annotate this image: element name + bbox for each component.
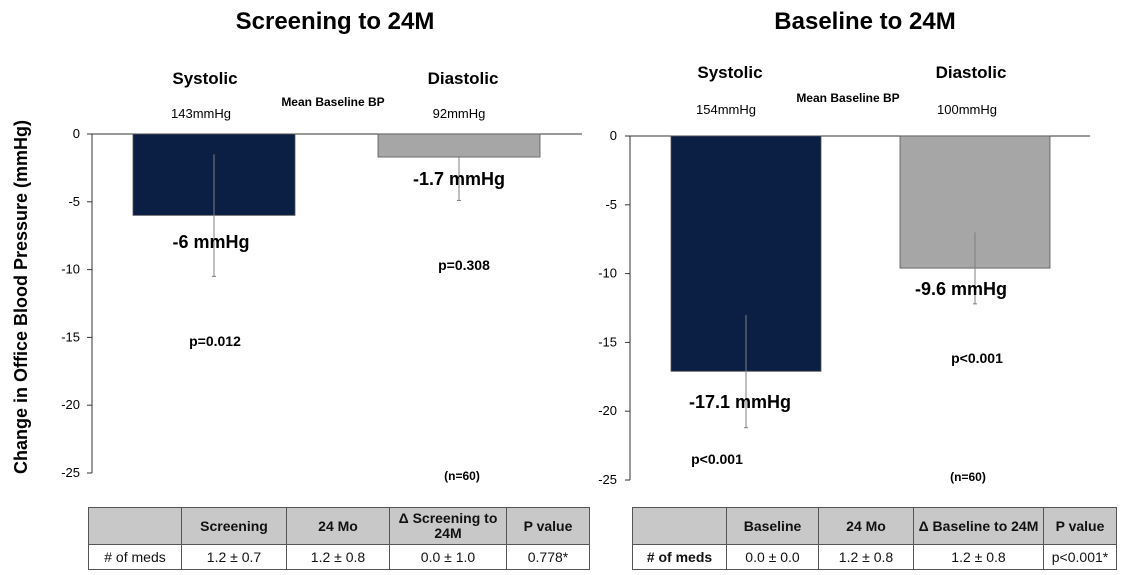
sample-size-label: (n=60) bbox=[444, 469, 480, 483]
table-header-cell: Baseline bbox=[726, 507, 819, 545]
category-label: Diastolic bbox=[428, 69, 499, 88]
diastolic-bar bbox=[377, 133, 541, 158]
p-value-label: p=0.012 bbox=[189, 333, 241, 349]
table-header-cell: 24 Mo bbox=[286, 507, 390, 545]
table-row: # of meds 1.2 ± 0.7 1.2 ± 0.8 0.0 ± 1.0 … bbox=[88, 544, 590, 570]
y-tick-label: -10 bbox=[61, 262, 80, 277]
baseline-value-label: 100mmHg bbox=[937, 102, 997, 117]
table-cell: 1.2 ± 0.8 bbox=[913, 544, 1044, 570]
y-axis-label: Change in Office Blood Pressure (mmHg) bbox=[11, 120, 31, 474]
table-header-row: Screening 24 Mo Δ Screening to 24M P val… bbox=[88, 507, 590, 545]
table-cell: 1.2 ± 0.8 bbox=[286, 544, 390, 570]
table-header-cell: Δ Screening to 24M bbox=[389, 507, 507, 545]
table-header-cell bbox=[88, 507, 182, 545]
p-value-label: p<0.001 bbox=[951, 350, 1003, 366]
chart-title: Screening to 24M bbox=[236, 8, 435, 35]
y-tick-label: -20 bbox=[598, 403, 617, 418]
y-tick-label: -20 bbox=[61, 397, 80, 412]
p-value-label: p=0.308 bbox=[438, 257, 490, 273]
table-header-cell: P value bbox=[506, 507, 590, 545]
y-tick-label: -10 bbox=[598, 266, 617, 281]
value-label: -9.6 mmHg bbox=[915, 279, 1007, 299]
y-tick-label: -15 bbox=[598, 334, 617, 349]
table-cell: # of meds bbox=[632, 544, 727, 570]
y-tick-label: -5 bbox=[68, 194, 80, 209]
mean-baseline-label: Mean Baseline BP bbox=[281, 95, 384, 109]
meds-table-screening: Screening 24 Mo Δ Screening to 24M P val… bbox=[88, 507, 590, 570]
table-cell: 0.0 ± 1.0 bbox=[389, 544, 507, 570]
meds-table-baseline: Baseline 24 Mo Δ Baseline to 24M P value… bbox=[632, 507, 1117, 570]
table-cell: 0.0 ± 0.0 bbox=[726, 544, 819, 570]
y-tick-label: -25 bbox=[61, 465, 80, 480]
table-cell: 1.2 ± 0.7 bbox=[181, 544, 287, 570]
table-header-row: Baseline 24 Mo Δ Baseline to 24M P value bbox=[632, 507, 1117, 545]
y-tick-label: -5 bbox=[605, 197, 617, 212]
value-label: -6 mmHg bbox=[172, 232, 249, 252]
value-label: -1.7 mmHg bbox=[413, 169, 505, 189]
table-cell: 0.778* bbox=[506, 544, 590, 570]
y-tick-label: -15 bbox=[61, 329, 80, 344]
p-value-label: p<0.001 bbox=[691, 451, 743, 467]
chart-title: Baseline to 24M bbox=[774, 8, 955, 35]
figure-canvas: Change in Office Blood Pressure (mmHg) Sc… bbox=[11, 8, 1090, 487]
table-header-cell: Screening bbox=[181, 507, 287, 545]
category-label: Diastolic bbox=[936, 63, 1007, 82]
y-tick-label: -25 bbox=[598, 472, 617, 487]
category-label: Systolic bbox=[697, 63, 762, 82]
table-cell: # of meds bbox=[88, 544, 182, 570]
category-label: Systolic bbox=[172, 69, 237, 88]
baseline-value-label: 154mmHg bbox=[696, 102, 756, 117]
table-header-cell bbox=[632, 507, 727, 545]
mean-baseline-label: Mean Baseline BP bbox=[796, 91, 899, 105]
value-label: -17.1 mmHg bbox=[689, 392, 791, 412]
table-cell: p<0.001* bbox=[1043, 544, 1117, 570]
sample-size-label: (n=60) bbox=[950, 470, 986, 484]
y-tick-label: 0 bbox=[73, 126, 80, 141]
table-cell: 1.2 ± 0.8 bbox=[818, 544, 914, 570]
table-row: # of meds 0.0 ± 0.0 1.2 ± 0.8 1.2 ± 0.8 … bbox=[632, 544, 1117, 570]
table-header-cell: P value bbox=[1043, 507, 1117, 545]
baseline-value-label: 143mmHg bbox=[171, 106, 231, 121]
baseline-value-label: 92mmHg bbox=[433, 106, 486, 121]
table-header-cell: Δ Baseline to 24M bbox=[913, 507, 1044, 545]
table-header-cell: 24 Mo bbox=[818, 507, 914, 545]
y-tick-label: 0 bbox=[610, 128, 617, 143]
